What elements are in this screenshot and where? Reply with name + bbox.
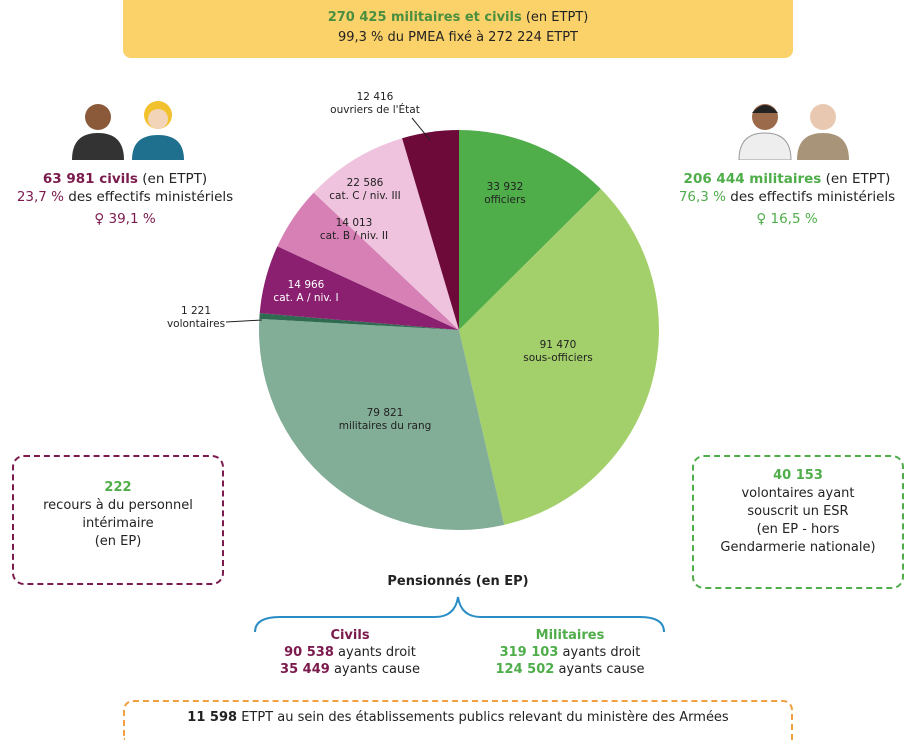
box-line: recours à du personnel xyxy=(14,497,222,515)
pens-label: ayants cause xyxy=(334,662,420,677)
slice-label: sous-officiers xyxy=(523,352,593,364)
footer-count: 11 598 xyxy=(187,710,237,725)
pens-count: 124 502 xyxy=(496,662,555,677)
pensions-militaires: Militaires 319 103 ayants droit 124 502 … xyxy=(470,627,670,678)
footer-box: 11 598 ETPT au sein des établissements p… xyxy=(123,700,793,740)
interim-count: 222 xyxy=(104,480,131,495)
pensions-brace xyxy=(250,592,670,632)
footer-text: ETPT au sein des établissements publics … xyxy=(241,710,729,725)
pens-row: 124 502 ayants cause xyxy=(470,661,670,678)
pens-label: ayants cause xyxy=(558,662,644,677)
box-line: volontaires ayant xyxy=(694,485,902,503)
slice-value: 22 586 xyxy=(347,177,384,189)
slice-label: cat. A / niv. I xyxy=(273,292,338,304)
pens-label: ayants droit xyxy=(338,645,416,660)
pens-count: 90 538 xyxy=(284,645,334,660)
slice-value: 14 966 xyxy=(288,279,325,291)
slice-value: 12 416 xyxy=(357,91,394,103)
pens-count: 35 449 xyxy=(280,662,330,677)
box-line: souscrit un ESR xyxy=(694,503,902,521)
box-line: Gendarmerie nationale) xyxy=(694,539,902,557)
pensions-title: Pensionnés (en EP) xyxy=(300,574,616,589)
pens-row: 319 103 ayants droit xyxy=(470,644,670,661)
slice-label: ouvriers de l'État xyxy=(330,103,420,116)
slice-value: 79 821 xyxy=(367,407,404,419)
page: {"header":{"bold":"270 425 militaires et… xyxy=(0,0,914,737)
pens-civ-title: Civils xyxy=(330,628,369,643)
slice-value: 33 932 xyxy=(487,181,524,193)
slice-label: militaires du rang xyxy=(339,420,432,432)
slice-value: 1 221 xyxy=(181,305,211,317)
pens-row: 35 449 ayants cause xyxy=(250,661,450,678)
pens-row: 90 538 ayants droit xyxy=(250,644,450,661)
leader-line xyxy=(226,320,262,322)
box-line: intérimaire xyxy=(14,515,222,533)
slice-label: officiers xyxy=(484,194,526,206)
slice-label: volontaires xyxy=(167,318,225,330)
slice-label: cat. B / niv. II xyxy=(320,230,388,242)
slice-label: cat. C / niv. III xyxy=(329,190,400,202)
esr-count: 40 153 xyxy=(773,468,823,483)
box-line: (en EP - hors xyxy=(694,521,902,539)
pens-mil-title: Militaires xyxy=(536,628,605,643)
pensions-civils: Civils 90 538 ayants droit 35 449 ayants… xyxy=(250,627,450,678)
pens-count: 319 103 xyxy=(500,645,559,660)
slice-value: 14 013 xyxy=(336,217,373,229)
box-line: (en EP) xyxy=(14,533,222,551)
pens-label: ayants droit xyxy=(563,645,641,660)
slice-value: 91 470 xyxy=(540,339,577,351)
